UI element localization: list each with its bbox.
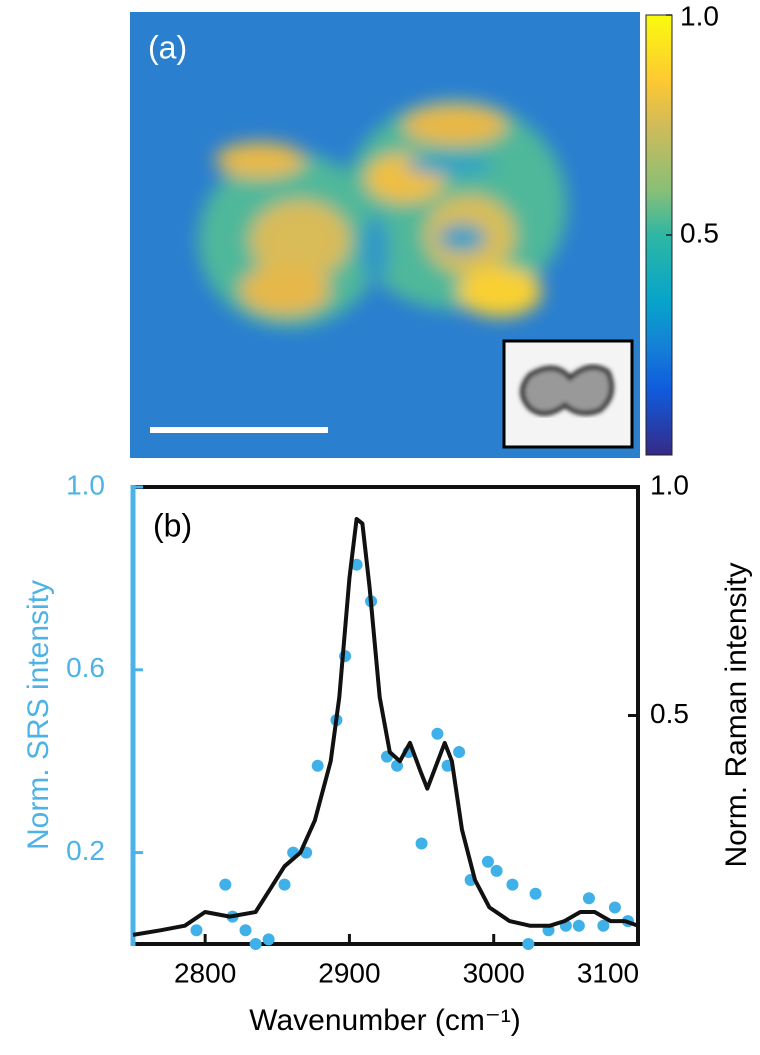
colorbar-tick-label: 0.5 [680, 217, 719, 248]
srs-point [249, 938, 262, 950]
srs-point [529, 887, 542, 900]
panel-label: (a) [148, 29, 187, 65]
srs-point [219, 878, 232, 891]
srs-point [453, 746, 466, 759]
plot-frame [131, 485, 640, 946]
srs-point [608, 901, 621, 914]
y-tick-label: 1.0 [66, 469, 105, 500]
srs-point [190, 924, 203, 937]
srs-point [415, 837, 428, 850]
x-tick-label: 3100 [577, 957, 639, 988]
y-axis-label: Norm. SRS intensity [22, 580, 55, 850]
srs-point [350, 558, 363, 571]
srs-point [431, 727, 444, 740]
srs-point [572, 919, 585, 932]
inset [502, 339, 634, 449]
srs-point [239, 924, 252, 937]
srs-point [262, 933, 275, 946]
srs-point [481, 855, 494, 868]
srs-point [311, 759, 324, 772]
srs-point [506, 878, 519, 891]
raman-line [132, 517, 639, 937]
y2-tick-label: 0.5 [650, 698, 689, 729]
x-tick-label: 2800 [174, 957, 236, 988]
y2-tick-label: 1.0 [650, 469, 689, 500]
srs-point [522, 938, 535, 950]
srs-point [278, 878, 291, 891]
y2-axis-label: Norm. Raman intensity [720, 562, 753, 867]
srs-point [597, 919, 610, 932]
srs-point [582, 892, 595, 905]
x-tick-label: 3000 [463, 957, 525, 988]
srs-point [490, 864, 503, 877]
x-axis-label: Wavenumber (cm⁻¹) [249, 1004, 520, 1037]
panel-label: (b) [153, 507, 192, 543]
colorbar-tick-label: 1.0 [680, 0, 719, 31]
y-tick-label: 0.6 [66, 652, 105, 683]
x-tick-label: 2900 [318, 957, 380, 988]
srs-image [130, 12, 640, 458]
y-tick-label: 0.2 [66, 835, 105, 866]
